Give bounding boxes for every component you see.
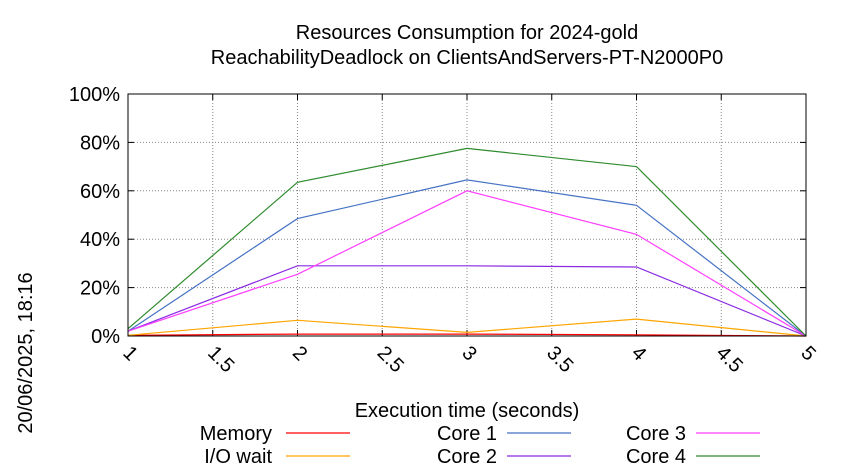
series-line-core-1 (127, 179, 807, 337)
legend-label: Core 4 (626, 446, 686, 468)
y-tick-label: 80% (80, 132, 120, 154)
x-tick-label: 4.5 (712, 342, 747, 377)
series-lines (127, 147, 807, 337)
x-tick-label: 3.5 (542, 342, 577, 377)
series-line-core-2 (127, 265, 807, 337)
y-tick-label: 0% (91, 326, 120, 348)
x-tick-label: 2.5 (373, 342, 408, 377)
legend-label: Core 3 (626, 423, 686, 445)
grid (127, 93, 807, 337)
y-tick-label: 20% (80, 278, 120, 300)
legend-label: Core 1 (437, 423, 497, 445)
y-tick-label: 100% (69, 84, 120, 106)
x-tick-label: 2 (288, 342, 311, 365)
legend-label: Core 2 (437, 446, 497, 468)
x-tick-label: 4 (627, 342, 650, 365)
x-tick-label: 1.5 (203, 342, 238, 377)
x-tick-label: 5 (796, 342, 819, 365)
chart-subtitle: ReachabilityDeadlock on ClientsAndServer… (211, 47, 723, 69)
x-axis-label: Execution time (seconds) (355, 400, 580, 422)
series-line-memory (127, 333, 807, 337)
legend-label: Memory (200, 423, 272, 445)
series-line-i-o-wait (127, 318, 807, 337)
series-line-core-4 (127, 147, 807, 337)
plot-frame (127, 93, 807, 337)
y-tick-label: 60% (80, 181, 120, 203)
side-timestamp: 20/06/2025, 18:16 (15, 272, 37, 433)
y-tick-labels: 0% 20% 40% 60% 80% 100% (69, 84, 120, 348)
series-line-core-3 (127, 190, 807, 337)
x-tick-label: 3 (457, 342, 480, 365)
x-tick-label: 1 (118, 342, 141, 365)
y-tick-label: 40% (80, 229, 120, 251)
chart-title: Resources Consumption for 2024-gold (296, 22, 638, 44)
x-tick-labels: 1 1.5 2 2.5 3 3.5 4 4.5 5 (118, 342, 819, 377)
legend-label: I/O wait (204, 446, 272, 468)
